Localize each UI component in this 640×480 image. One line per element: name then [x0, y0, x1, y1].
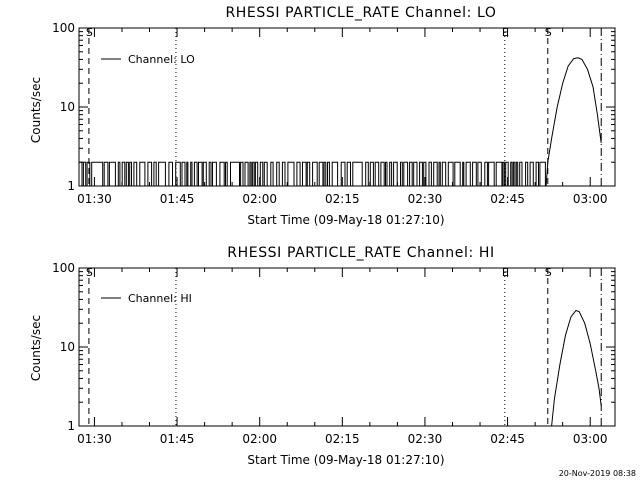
x-tick-label: 02:00 — [242, 192, 277, 206]
panel-hi: RHESSI PARTICLE_RATE Channel: HI Counts/… — [29, 245, 616, 467]
y-axis-label-lo: Counts/sec — [29, 77, 43, 143]
x-tick-label: 02:15 — [325, 192, 360, 206]
y-tick-label: 100 — [52, 21, 75, 35]
x-tick-label: 02:15 — [325, 432, 360, 446]
x-tick-label: 03:00 — [573, 192, 608, 206]
legend-lo: Channel: LO — [101, 53, 195, 66]
y-tick-label: 10 — [60, 340, 75, 354]
time-marker-label: E — [502, 266, 509, 279]
time-marker-label: S — [545, 26, 552, 39]
legend-label-hi: Channel: HI — [128, 292, 192, 305]
footer-timestamp: 20-Nov-2019 08:38 — [559, 469, 636, 478]
chart-title-hi: RHESSI PARTICLE_RATE Channel: HI — [227, 245, 494, 261]
time-marker-label: S — [86, 266, 93, 279]
axis-ticks-lo: 01:30 01:45 02:00 02:15 02:30 02:45 03:00 1 10 10… — [52, 21, 615, 206]
x-tick-label: 01:30 — [77, 192, 112, 206]
time-marker-label: S — [545, 266, 552, 279]
time-marker-label: E — [502, 26, 509, 39]
series-line — [551, 309, 602, 427]
x-tick-label: 02:30 — [408, 432, 443, 446]
x-tick-label: 02:45 — [490, 192, 525, 206]
x-tick-label: 02:30 — [408, 192, 443, 206]
y-tick-label: 10 — [60, 100, 75, 114]
series-line — [79, 57, 602, 187]
legend-label-lo: Channel: LO — [128, 53, 195, 66]
y-tick-label: 1 — [67, 179, 75, 193]
series-lo — [79, 57, 602, 187]
x-tick-label: 02:00 — [242, 432, 277, 446]
x-tick-label: 01:45 — [160, 192, 195, 206]
series-hi — [551, 309, 602, 427]
x-axis-label-hi: Start Time (09-May-18 01:27:10) — [247, 453, 444, 467]
axis-ticks-hi: 01:30 01:45 02:00 02:15 02:30 02:45 03:00 1 10 10… — [52, 261, 615, 446]
y-axis-label-hi: Counts/sec — [29, 315, 43, 381]
chart-title-lo: RHESSI PARTICLE_RATE Channel: LO — [225, 5, 496, 21]
x-tick-label: 01:45 — [160, 432, 195, 446]
y-tick-label: 100 — [52, 261, 75, 275]
time-marker-label: S — [86, 26, 93, 39]
panel-lo: RHESSI PARTICLE_RATE Channel: LO Counts/… — [29, 5, 616, 227]
legend-hi: Channel: HI — [101, 292, 192, 305]
x-tick-label: 03:00 — [573, 432, 608, 446]
y-tick-label: 1 — [67, 419, 75, 433]
x-tick-label: 02:45 — [490, 432, 525, 446]
x-tick-label: 01:30 — [77, 432, 112, 446]
x-axis-label-lo: Start Time (09-May-18 01:27:10) — [247, 213, 444, 227]
